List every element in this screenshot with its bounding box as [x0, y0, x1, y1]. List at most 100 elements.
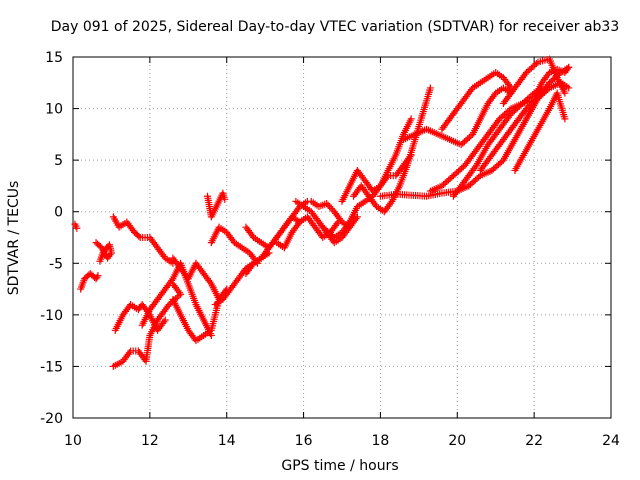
- data-point: [529, 63, 537, 71]
- data-point: [470, 178, 478, 186]
- data-point: [525, 94, 533, 102]
- y-tick-label: -15: [40, 359, 63, 375]
- y-tick-label: 15: [45, 50, 63, 66]
- series-arc-23: [438, 68, 515, 133]
- data-point: [464, 135, 472, 143]
- data-point: [456, 166, 464, 174]
- data-point: [387, 199, 395, 207]
- data-point: [529, 99, 537, 107]
- series-arc-28: [499, 55, 569, 107]
- data-point: [344, 220, 352, 228]
- data-point: [539, 90, 547, 98]
- data-point: [532, 60, 540, 68]
- data-point: [468, 179, 476, 187]
- data-point: [506, 82, 514, 90]
- data-point: [160, 318, 168, 326]
- data-point: [512, 105, 520, 113]
- grid-lines: [73, 57, 611, 418]
- data-point: [514, 104, 522, 112]
- data-point: [165, 301, 173, 309]
- data-point: [565, 63, 573, 71]
- data-point: [322, 226, 330, 234]
- data-point: [527, 64, 535, 72]
- series-arc-1: [71, 220, 81, 232]
- data-point: [294, 220, 302, 228]
- data-point: [496, 115, 504, 123]
- data-point: [497, 113, 505, 121]
- x-tick-label: 10: [64, 433, 82, 449]
- data-point: [333, 220, 341, 228]
- data-point: [524, 103, 532, 111]
- data-point: [541, 88, 549, 96]
- data-point: [510, 107, 518, 115]
- y-tick-label: -5: [49, 256, 63, 272]
- x-tick-label: 18: [372, 433, 390, 449]
- data-point: [471, 163, 479, 171]
- data-point: [353, 213, 361, 221]
- data-point: [438, 182, 446, 190]
- data-point: [453, 169, 461, 177]
- data-point: [488, 166, 496, 174]
- data-point: [507, 110, 515, 118]
- data-point: [96, 257, 104, 265]
- data-point: [221, 195, 229, 203]
- data-point: [524, 67, 532, 75]
- data-point: [106, 251, 114, 259]
- data-point: [451, 170, 459, 178]
- data-point: [467, 86, 475, 94]
- data-point: [454, 167, 462, 175]
- y-tick-label: -10: [40, 308, 63, 324]
- x-tick-label: 12: [141, 433, 159, 449]
- x-tick-label: 24: [602, 433, 620, 449]
- data-point: [524, 95, 532, 103]
- data-point: [135, 232, 143, 240]
- data-point: [561, 89, 569, 97]
- data-point: [445, 176, 453, 184]
- series-arc-27: [476, 79, 573, 174]
- data-point: [94, 272, 102, 280]
- data-point: [323, 199, 331, 207]
- data-point: [206, 278, 214, 286]
- data-point: [466, 180, 474, 188]
- data-point: [457, 141, 465, 149]
- data-point: [475, 173, 483, 181]
- data-point: [324, 201, 332, 209]
- y-tick-label: 10: [45, 102, 63, 118]
- data-point: [170, 282, 178, 290]
- data-point: [531, 61, 539, 69]
- data-point: [490, 91, 498, 99]
- x-tick-label: 16: [295, 433, 313, 449]
- data-point: [499, 112, 507, 120]
- data-point: [383, 173, 391, 181]
- series-arc-7: [138, 259, 215, 339]
- data-point: [509, 108, 517, 116]
- series-arc-29: [511, 89, 569, 174]
- data-point: [101, 245, 109, 253]
- series-arc-3: [92, 239, 115, 265]
- data-point: [125, 349, 133, 357]
- data-point: [448, 173, 456, 181]
- x-tick-label: 22: [525, 433, 543, 449]
- series-arc-10: [204, 189, 229, 221]
- data-point: [520, 98, 528, 106]
- data-point: [458, 164, 466, 172]
- data-point: [320, 225, 328, 233]
- data-point: [325, 229, 333, 237]
- data-point: [229, 237, 237, 245]
- data-point: [426, 84, 434, 92]
- y-axis: -20 -15 -10 -5 0 5 10 15: [40, 50, 611, 427]
- x-tick-label: 14: [218, 433, 236, 449]
- x-axis: 10 12 14 16 18 20 22 24: [64, 57, 620, 449]
- data-point: [473, 175, 481, 183]
- data-point: [406, 153, 414, 161]
- x-axis-label: GPS time / hours: [281, 458, 398, 474]
- x-tick-label: 20: [448, 433, 466, 449]
- chart-title: Day 091 of 2025, Sidereal Day-to-day VTE…: [51, 19, 620, 35]
- y-tick-label: 0: [54, 205, 63, 221]
- data-point: [93, 273, 101, 281]
- data-point: [526, 102, 534, 110]
- data-point: [407, 115, 415, 123]
- data-point: [565, 84, 573, 92]
- data-point: [522, 105, 530, 113]
